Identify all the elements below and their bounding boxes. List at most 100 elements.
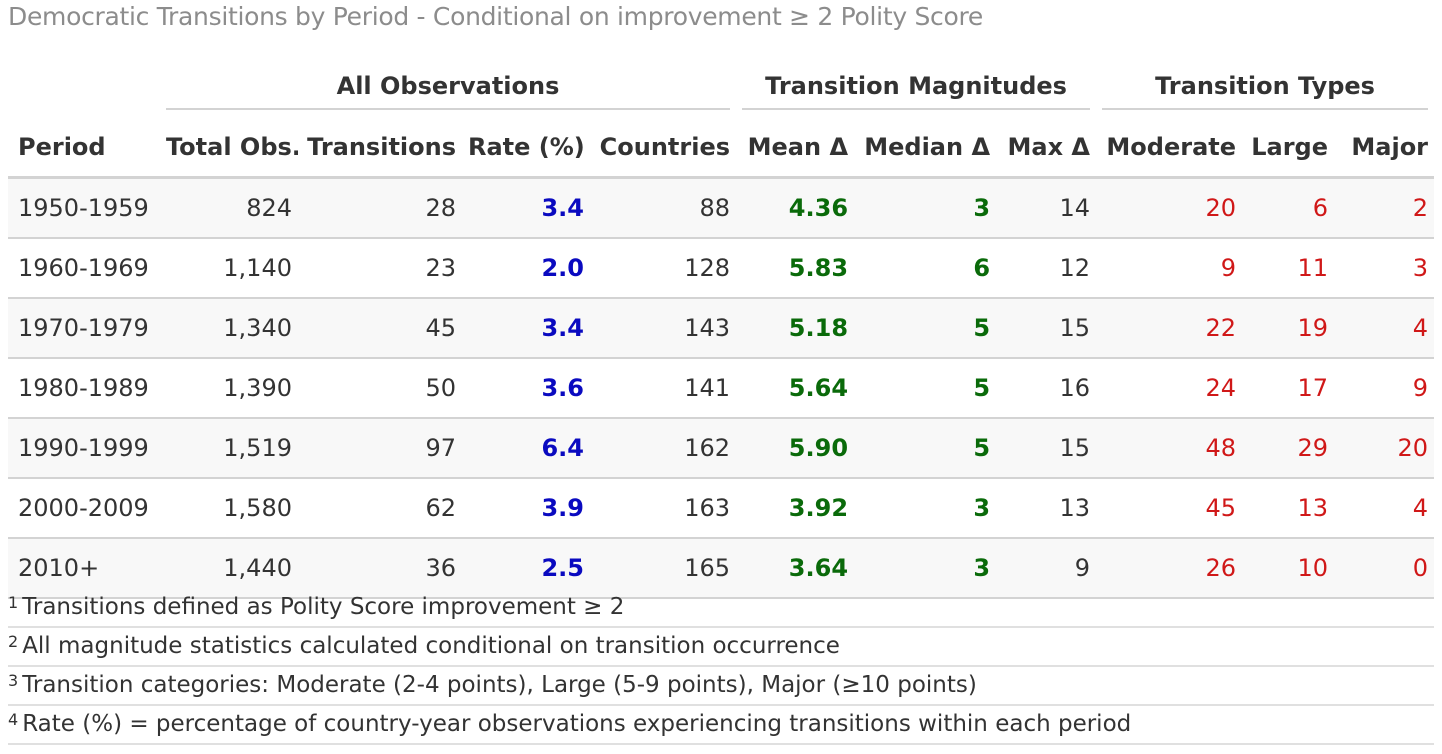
table-body: 1950-1959 824 28 3.4 88 4.36 3 14 20 6 2…: [8, 177, 1435, 599]
cell-transitions: 97: [298, 418, 462, 479]
cell-large: 10: [1242, 538, 1335, 599]
cell-large: 19: [1242, 298, 1335, 359]
cell-countries: 88: [590, 177, 737, 239]
cell-total-obs: 824: [160, 177, 298, 239]
cell-major: 3: [1334, 238, 1435, 299]
cell-countries: 128: [590, 238, 737, 299]
footnote: 3 Transition categories: Moderate (2-4 po…: [8, 667, 1434, 706]
cell-max: 15: [996, 298, 1097, 359]
cell-period: 1950-1959: [8, 177, 160, 239]
cell-transitions: 36: [298, 538, 462, 599]
cell-mean: 3.92: [736, 478, 855, 539]
cell-moderate: 20: [1096, 177, 1243, 239]
cell-transitions: 50: [298, 358, 462, 419]
cell-large: 13: [1242, 478, 1335, 539]
cell-rate: 3.4: [462, 177, 590, 239]
cell-period: 1990-1999: [8, 418, 160, 479]
cell-large: 6: [1242, 177, 1335, 239]
spanner-header-row: All Observations Transition Magnitudes T…: [8, 56, 1434, 118]
table-row: 1970-1979 1,340 45 3.4 143 5.18 5 15 22 …: [8, 298, 1435, 359]
footnote: 1 Transitions defined as Polity Score imp…: [8, 589, 1434, 628]
transitions-table: All Observations Transition Magnitudes T…: [8, 56, 1435, 599]
cell-median: 3: [854, 478, 997, 539]
footnotes: 1 Transitions defined as Polity Score imp…: [8, 589, 1434, 745]
spanner-transition-types: Transition Types: [1096, 56, 1434, 118]
cell-rate: 3.6: [462, 358, 590, 419]
cell-countries: 165: [590, 538, 737, 599]
cell-moderate: 9: [1096, 238, 1243, 299]
cell-total-obs: 1,440: [160, 538, 298, 599]
cell-period: 1960-1969: [8, 238, 160, 299]
cell-period: 1970-1979: [8, 298, 160, 359]
cell-median: 3: [854, 538, 997, 599]
table-row: 1960-1969 1,140 23 2.0 128 5.83 6 12 9 1…: [8, 238, 1435, 299]
table-row: 2000-2009 1,580 62 3.9 163 3.92 3 13 45 …: [8, 478, 1435, 539]
footnote-text: All magnitude statistics calculated cond…: [22, 633, 840, 659]
cell-max: 12: [996, 238, 1097, 299]
table-row: 2010+ 1,440 36 2.5 165 3.64 3 9 26 10 0: [8, 538, 1435, 599]
cell-max: 16: [996, 358, 1097, 419]
column-header-mean: Mean Δ: [736, 118, 855, 179]
footnote-mark: 3: [8, 671, 19, 690]
cell-median: 3: [854, 177, 997, 239]
cell-countries: 163: [590, 478, 737, 539]
cell-max: 13: [996, 478, 1097, 539]
column-header-rate: Rate (%): [462, 118, 590, 179]
footnote-mark: 4: [8, 710, 19, 729]
footnote-text: Rate (%) = percentage of country-year ob…: [22, 711, 1132, 737]
column-header-transitions: Transitions: [298, 118, 462, 179]
cell-median: 5: [854, 298, 997, 359]
cell-period: 2010+: [8, 538, 160, 599]
cell-rate: 2.0: [462, 238, 590, 299]
cell-total-obs: 1,390: [160, 358, 298, 419]
cell-total-obs: 1,519: [160, 418, 298, 479]
column-header-max: Max Δ: [996, 118, 1097, 179]
cell-max: 9: [996, 538, 1097, 599]
column-header-row: Period Total Obs. Transitions Rate (%) C…: [8, 118, 1435, 179]
footnote: 4 Rate (%) = percentage of country-year o…: [8, 706, 1434, 745]
column-header-moderate: Moderate: [1096, 118, 1243, 179]
cell-transitions: 45: [298, 298, 462, 359]
cell-mean: 5.18: [736, 298, 855, 359]
cell-rate: 6.4: [462, 418, 590, 479]
cell-period: 2000-2009: [8, 478, 160, 539]
cell-countries: 162: [590, 418, 737, 479]
column-header-period: Period: [8, 118, 160, 179]
cell-mean: 4.36: [736, 177, 855, 239]
cell-max: 14: [996, 177, 1097, 239]
cell-median: 5: [854, 418, 997, 479]
cell-median: 5: [854, 358, 997, 419]
cell-countries: 141: [590, 358, 737, 419]
footnote-mark: 1: [8, 593, 19, 612]
cell-moderate: 24: [1096, 358, 1243, 419]
cell-countries: 143: [590, 298, 737, 359]
cell-major: 9: [1334, 358, 1435, 419]
table-row: 1990-1999 1,519 97 6.4 162 5.90 5 15 48 …: [8, 418, 1435, 479]
table-row: 1980-1989 1,390 50 3.6 141 5.64 5 16 24 …: [8, 358, 1435, 419]
cell-mean: 5.64: [736, 358, 855, 419]
cell-large: 29: [1242, 418, 1335, 479]
cell-major: 4: [1334, 298, 1435, 359]
footnote: 2 All magnitude statistics calculated con…: [8, 628, 1434, 667]
cell-moderate: 48: [1096, 418, 1243, 479]
column-header-countries: Countries: [590, 118, 737, 179]
cell-total-obs: 1,140: [160, 238, 298, 299]
column-header-total-obs: Total Obs.: [160, 118, 298, 179]
cell-rate: 3.9: [462, 478, 590, 539]
cell-large: 11: [1242, 238, 1335, 299]
cell-period: 1980-1989: [8, 358, 160, 419]
cell-transitions: 62: [298, 478, 462, 539]
cell-moderate: 22: [1096, 298, 1243, 359]
cell-total-obs: 1,340: [160, 298, 298, 359]
cell-median: 6: [854, 238, 997, 299]
footnote-mark: 2: [8, 632, 19, 651]
cell-mean: 5.90: [736, 418, 855, 479]
spanner-all-observations: All Observations: [160, 56, 736, 118]
table-row: 1950-1959 824 28 3.4 88 4.36 3 14 20 6 2: [8, 177, 1435, 239]
column-header-large: Large: [1242, 118, 1335, 179]
cell-major: 0: [1334, 538, 1435, 599]
cell-major: 20: [1334, 418, 1435, 479]
cell-major: 4: [1334, 478, 1435, 539]
cell-max: 15: [996, 418, 1097, 479]
spanner-transition-magnitudes: Transition Magnitudes: [736, 56, 1096, 118]
